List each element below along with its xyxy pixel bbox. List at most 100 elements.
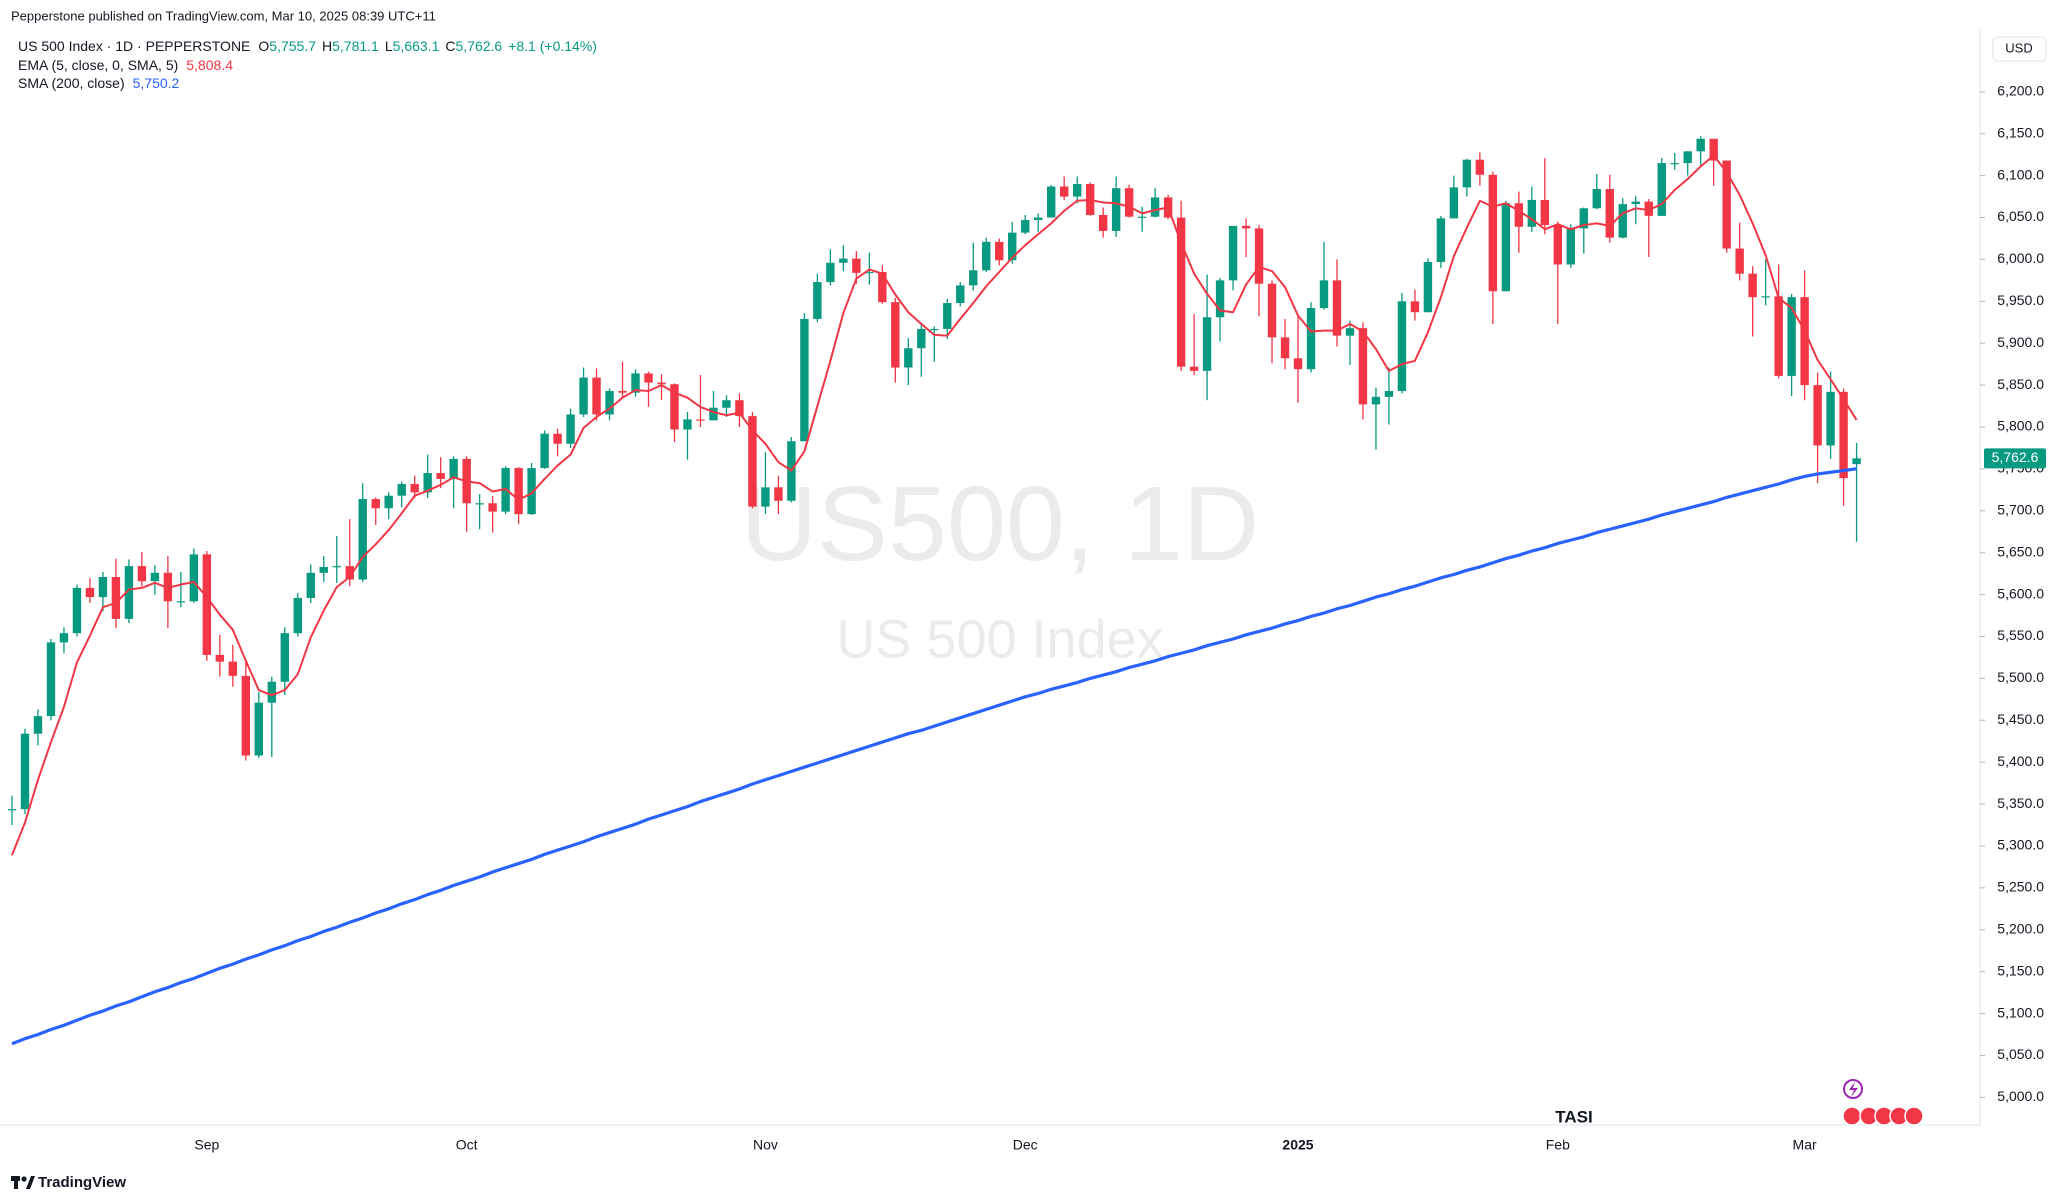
flag-icon[interactable] xyxy=(1842,1106,1862,1126)
candle-body xyxy=(605,390,614,415)
currency[interactable]: USD xyxy=(2005,40,2032,55)
candle-body xyxy=(1150,197,1160,217)
candle-body xyxy=(1852,458,1861,465)
ohlc-key: C xyxy=(445,38,455,54)
y-tick-label: 5,550.0 xyxy=(1997,627,2044,643)
candle-body xyxy=(1034,217,1043,221)
candle-body xyxy=(189,554,199,602)
candle-body xyxy=(514,468,523,515)
y-tick-label: 6,150.0 xyxy=(1997,124,2044,140)
candle-body xyxy=(1488,174,1498,292)
candle-body xyxy=(1384,390,1394,397)
candle-body xyxy=(150,572,160,582)
last-price-box xyxy=(1984,448,2046,469)
candle-body xyxy=(1436,218,1446,262)
candle-body xyxy=(592,377,601,415)
candle-body xyxy=(85,587,95,598)
tv-logo xyxy=(11,1176,35,1189)
candle-body xyxy=(761,487,770,507)
candle-body xyxy=(943,303,952,329)
candle-body xyxy=(1111,188,1121,231)
candle-body xyxy=(1696,138,1705,152)
y-tick-label: 5,400.0 xyxy=(1997,753,2044,769)
change: +8.1 (+0.14%) xyxy=(508,38,597,54)
candle-body xyxy=(1021,220,1030,233)
sma-legend: SMA (200, close) 5,750.2 xyxy=(18,75,180,91)
candle-body xyxy=(1358,328,1368,405)
candle-body xyxy=(1462,159,1472,188)
candle-body xyxy=(1540,199,1550,226)
candle-body xyxy=(1189,366,1199,371)
ohlc-value: 5,663.1 xyxy=(393,38,440,54)
candle-body xyxy=(111,577,121,619)
candle-body xyxy=(20,733,30,810)
candle-body xyxy=(1514,203,1524,227)
y-tick-label: 6,050.0 xyxy=(1997,208,2044,224)
candle-body xyxy=(527,468,536,515)
candle-body xyxy=(1618,204,1627,238)
candle-body xyxy=(293,597,302,634)
y-tick-label: 5,350.0 xyxy=(1997,795,2044,811)
y-tick-label: 5,450.0 xyxy=(1997,711,2044,727)
x-tick-label: 2025 xyxy=(1282,1137,1313,1153)
candle-body xyxy=(1176,217,1186,367)
candle-body xyxy=(345,566,354,580)
currency-box[interactable] xyxy=(1992,36,2047,62)
candle-body xyxy=(917,328,926,349)
candle-body xyxy=(358,499,367,580)
y-tick-label: 5,050.0 xyxy=(1997,1046,2044,1062)
candle-body xyxy=(410,483,419,493)
candle-body xyxy=(423,473,432,493)
event-marker[interactable]: TASI xyxy=(1555,1107,1592,1126)
y-tick-label: 6,000.0 xyxy=(1997,250,2044,266)
candle-body xyxy=(1293,358,1303,370)
candle-body xyxy=(1735,248,1744,274)
candle-body xyxy=(1319,280,1329,309)
candle-body xyxy=(228,661,238,676)
candle-body xyxy=(1228,225,1238,281)
candle-body xyxy=(59,633,69,643)
candle-body xyxy=(904,348,913,368)
last-price-label: 5,762.6 xyxy=(1992,449,2039,465)
candle-body xyxy=(1774,296,1783,376)
candle-body xyxy=(1267,283,1277,338)
candle-body xyxy=(371,499,380,509)
footer-brand[interactable]: TradingView xyxy=(38,1174,126,1191)
candle-body xyxy=(1098,215,1108,231)
candle-body xyxy=(254,702,264,756)
candle-body xyxy=(540,433,549,469)
candle-body xyxy=(1644,201,1653,216)
candle-body xyxy=(98,577,108,598)
candle-body xyxy=(969,270,978,286)
ohlc-key: H xyxy=(322,38,332,54)
y-tick-label: 5,150.0 xyxy=(1997,962,2044,978)
candle-body xyxy=(1527,199,1537,227)
candle-body xyxy=(46,642,56,717)
y-tick-label: 5,300.0 xyxy=(1997,837,2044,853)
candle-body xyxy=(930,328,939,331)
candle-body xyxy=(1592,189,1601,209)
candle-body xyxy=(1449,187,1459,219)
candle-body xyxy=(215,654,225,662)
logo-part xyxy=(26,1176,35,1189)
candle-body xyxy=(1371,396,1381,405)
y-tick-label: 5,000.0 xyxy=(1997,1088,2044,1104)
y-tick-label: 5,100.0 xyxy=(1997,1004,2044,1020)
candle-body xyxy=(1657,163,1666,216)
candle-body xyxy=(748,416,757,507)
event-icons[interactable] xyxy=(1842,1079,1924,1126)
flag-icon[interactable] xyxy=(1904,1106,1924,1126)
candle-body xyxy=(280,633,289,682)
candle-body xyxy=(891,302,900,368)
candle-body xyxy=(306,572,315,598)
candle-body xyxy=(631,373,640,393)
indicator-name: SMA (200, close) xyxy=(18,75,125,91)
candle-body xyxy=(1475,159,1485,175)
indicator-value: 5,750.2 xyxy=(133,75,180,91)
candle-body xyxy=(1813,385,1822,446)
candle-body xyxy=(33,716,43,734)
candle-body xyxy=(1761,296,1770,298)
candle-body xyxy=(618,390,627,393)
